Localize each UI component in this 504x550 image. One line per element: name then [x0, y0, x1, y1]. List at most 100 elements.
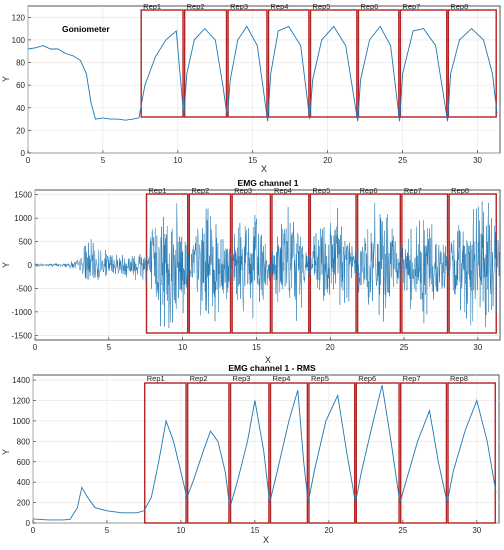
rep-label: Rep3 [234, 186, 252, 195]
rep-box [447, 9, 497, 118]
rep-label: Rep3 [233, 374, 251, 383]
x-tick-label: 25 [400, 343, 409, 352]
series-line [32, 385, 497, 521]
rep-label: Rep6 [360, 186, 378, 195]
x-tick-label: 20 [323, 156, 332, 165]
y-axis-label: Y [1, 449, 11, 455]
x-tick-label: 15 [250, 526, 259, 535]
rep-box [269, 382, 309, 524]
x-tick-label: 10 [178, 343, 187, 352]
y-tick-label: 400 [17, 478, 31, 487]
rep-label: Rep7 [404, 186, 422, 195]
x-tick-label: 30 [473, 343, 482, 352]
y-tick-label: 0 [26, 519, 31, 528]
rep-label: Rep4 [271, 2, 289, 11]
rep-label: Rep5 [312, 186, 330, 195]
y-tick-label: 200 [17, 499, 31, 508]
rep-box [183, 9, 228, 118]
rep-label: Rep1 [143, 2, 161, 11]
y-tick-label: 1500 [14, 191, 32, 200]
x-axis-label: X [265, 355, 271, 365]
rep-label: Rep5 [311, 374, 329, 383]
series-line [27, 25, 498, 122]
x-tick-label: 30 [472, 526, 481, 535]
rep-label: Rep4 [274, 186, 292, 195]
x-tick-label: 0 [26, 156, 31, 165]
y-tick-label: 800 [17, 437, 31, 446]
emg-signal-line [35, 201, 501, 329]
x-tick-label: 5 [101, 156, 106, 165]
rep-label: Rep8 [451, 186, 469, 195]
rep-label: Rep2 [191, 186, 209, 195]
x-tick-label: 20 [324, 526, 333, 535]
x-tick-label: 30 [473, 156, 482, 165]
chart-title: EMG channel 1 [238, 178, 299, 188]
y-tick-label: 100 [12, 36, 26, 45]
rep-label: Rep2 [190, 374, 208, 383]
y-tick-label: 120 [12, 13, 26, 22]
rep-label: Rep8 [450, 2, 468, 11]
x-tick-label: 0 [33, 343, 38, 352]
y-axis-label: Y [1, 76, 11, 82]
panel-emg-channel-1: EMG channel 1 0 5 10 15 20 25 30 -1500 -1000 -500… [1, 178, 501, 365]
rep-box [448, 193, 497, 334]
x-tick-label: 10 [176, 526, 185, 535]
rep-box [231, 193, 272, 334]
x-tick-label: 5 [105, 526, 110, 535]
x-tick-label: 20 [326, 343, 335, 352]
y-tick-label: 1200 [12, 397, 30, 406]
y-axis-label: Y [1, 262, 11, 268]
x-tick-label: 0 [31, 526, 36, 535]
rep-label: Rep7 [402, 2, 420, 11]
y-tick-label: -500 [16, 284, 33, 293]
chart-title: EMG channel 1 - RMS [228, 363, 316, 373]
rep-box [357, 9, 400, 118]
rep-box [186, 382, 230, 524]
x-tick-label: 15 [248, 156, 257, 165]
rep-box [447, 382, 496, 524]
rep-box [355, 382, 400, 524]
x-tick-label: 25 [398, 526, 407, 535]
y-tick-label: 1000 [14, 214, 32, 223]
rep-label: Rep5 [313, 2, 331, 11]
rep-label: Rep1 [147, 374, 165, 383]
rep-box [399, 9, 448, 118]
rep-box [144, 382, 187, 524]
rep-label: Rep6 [358, 374, 376, 383]
y-tick-label: 40 [16, 104, 25, 113]
rep-label: Rep3 [230, 2, 248, 11]
y-tick-label: 0 [28, 261, 33, 270]
rep-label: Rep7 [403, 374, 421, 383]
x-axis-label: X [261, 164, 267, 174]
rep-box [308, 382, 356, 524]
rep-box [309, 9, 358, 118]
y-tick-label: 0 [21, 149, 26, 158]
y-tick-label: 80 [16, 59, 25, 68]
y-tick-label: -1000 [12, 308, 33, 317]
panel-emg-rms: EMG channel 1 - RMS 0 5 10 15 20 25 30 0 200 400 6… [1, 363, 500, 545]
panel-goniometer: 0 5 10 15 20 25 30 0 20 40 60 80 100 120 Rep1 Rep2 Rep3… [1, 2, 501, 174]
rep-label: Rep6 [360, 2, 378, 11]
y-tick-label: 20 [16, 126, 25, 135]
rep-label: Rep2 [187, 2, 205, 11]
rep-box [140, 9, 184, 118]
y-tick-label: 600 [17, 458, 31, 467]
y-tick-label: 1400 [12, 376, 30, 385]
y-tick-label: 60 [16, 81, 25, 90]
rep-label: Rep8 [450, 374, 468, 383]
y-tick-label: 1000 [12, 417, 30, 426]
rep-box [229, 382, 270, 524]
rep-box [399, 382, 448, 524]
x-tick-label: 15 [252, 343, 261, 352]
rep-label: Rep4 [272, 374, 290, 383]
x-tick-label: 5 [107, 343, 112, 352]
y-tick-label: 500 [19, 238, 33, 247]
chart-title: Goniometer [62, 24, 110, 34]
rep-box [227, 9, 268, 118]
rep-box [267, 9, 310, 118]
rep-label: Rep1 [149, 186, 167, 195]
x-tick-label: 25 [398, 156, 407, 165]
y-tick-label: -1500 [12, 331, 33, 340]
x-axis-label: X [263, 535, 269, 545]
